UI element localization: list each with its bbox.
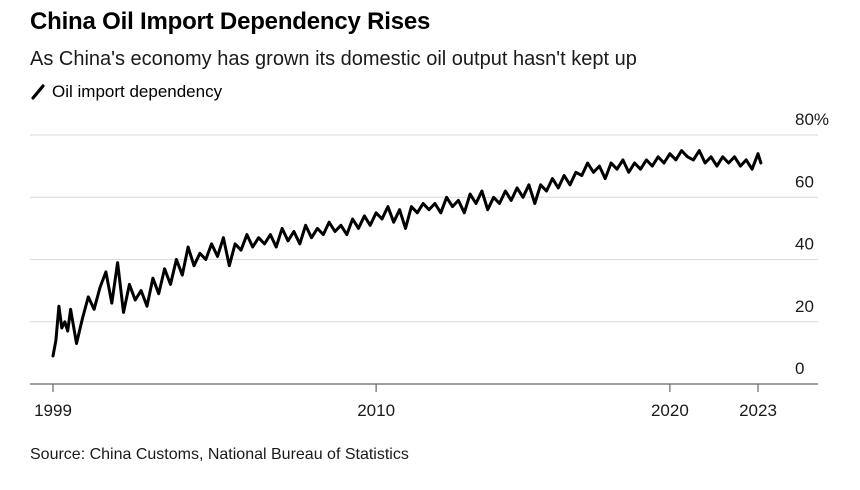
x-tick-label-1999: 1999 (34, 401, 72, 420)
x-tick-label-2010: 2010 (357, 401, 395, 420)
y-tick-label-60: 60 (795, 172, 814, 191)
y-tick-label-20: 20 (795, 297, 814, 316)
source-note: Source: China Customs, National Bureau o… (30, 446, 409, 463)
x-tick-label-2020: 2020 (651, 401, 689, 420)
gridlines (30, 134, 818, 323)
x-tick-label-2023: 2023 (739, 401, 777, 420)
series-line-0 (51, 149, 763, 358)
series-layer (51, 149, 763, 358)
chart-subtitle: As China's economy has grown its domesti… (30, 48, 637, 70)
legend-label-oil-import-dependency: Oil import dependency (52, 82, 223, 101)
line-chart: 0 20 40 60 80% 1999 2010 2020 2023 (30, 110, 829, 420)
y-axis-labels: 0 20 40 60 80% (795, 110, 829, 378)
y-tick-label-40: 40 (795, 235, 814, 254)
y-tick-label-80: 80% (795, 110, 829, 129)
chart-title: China Oil Import Dependency Rises (30, 8, 431, 35)
x-axis: 1999 2010 2020 2023 (30, 383, 818, 420)
chart-legend: Oil import dependency (30, 82, 222, 102)
y-tick-label-0: 0 (795, 359, 804, 378)
legend-slash-icon (31, 84, 45, 100)
